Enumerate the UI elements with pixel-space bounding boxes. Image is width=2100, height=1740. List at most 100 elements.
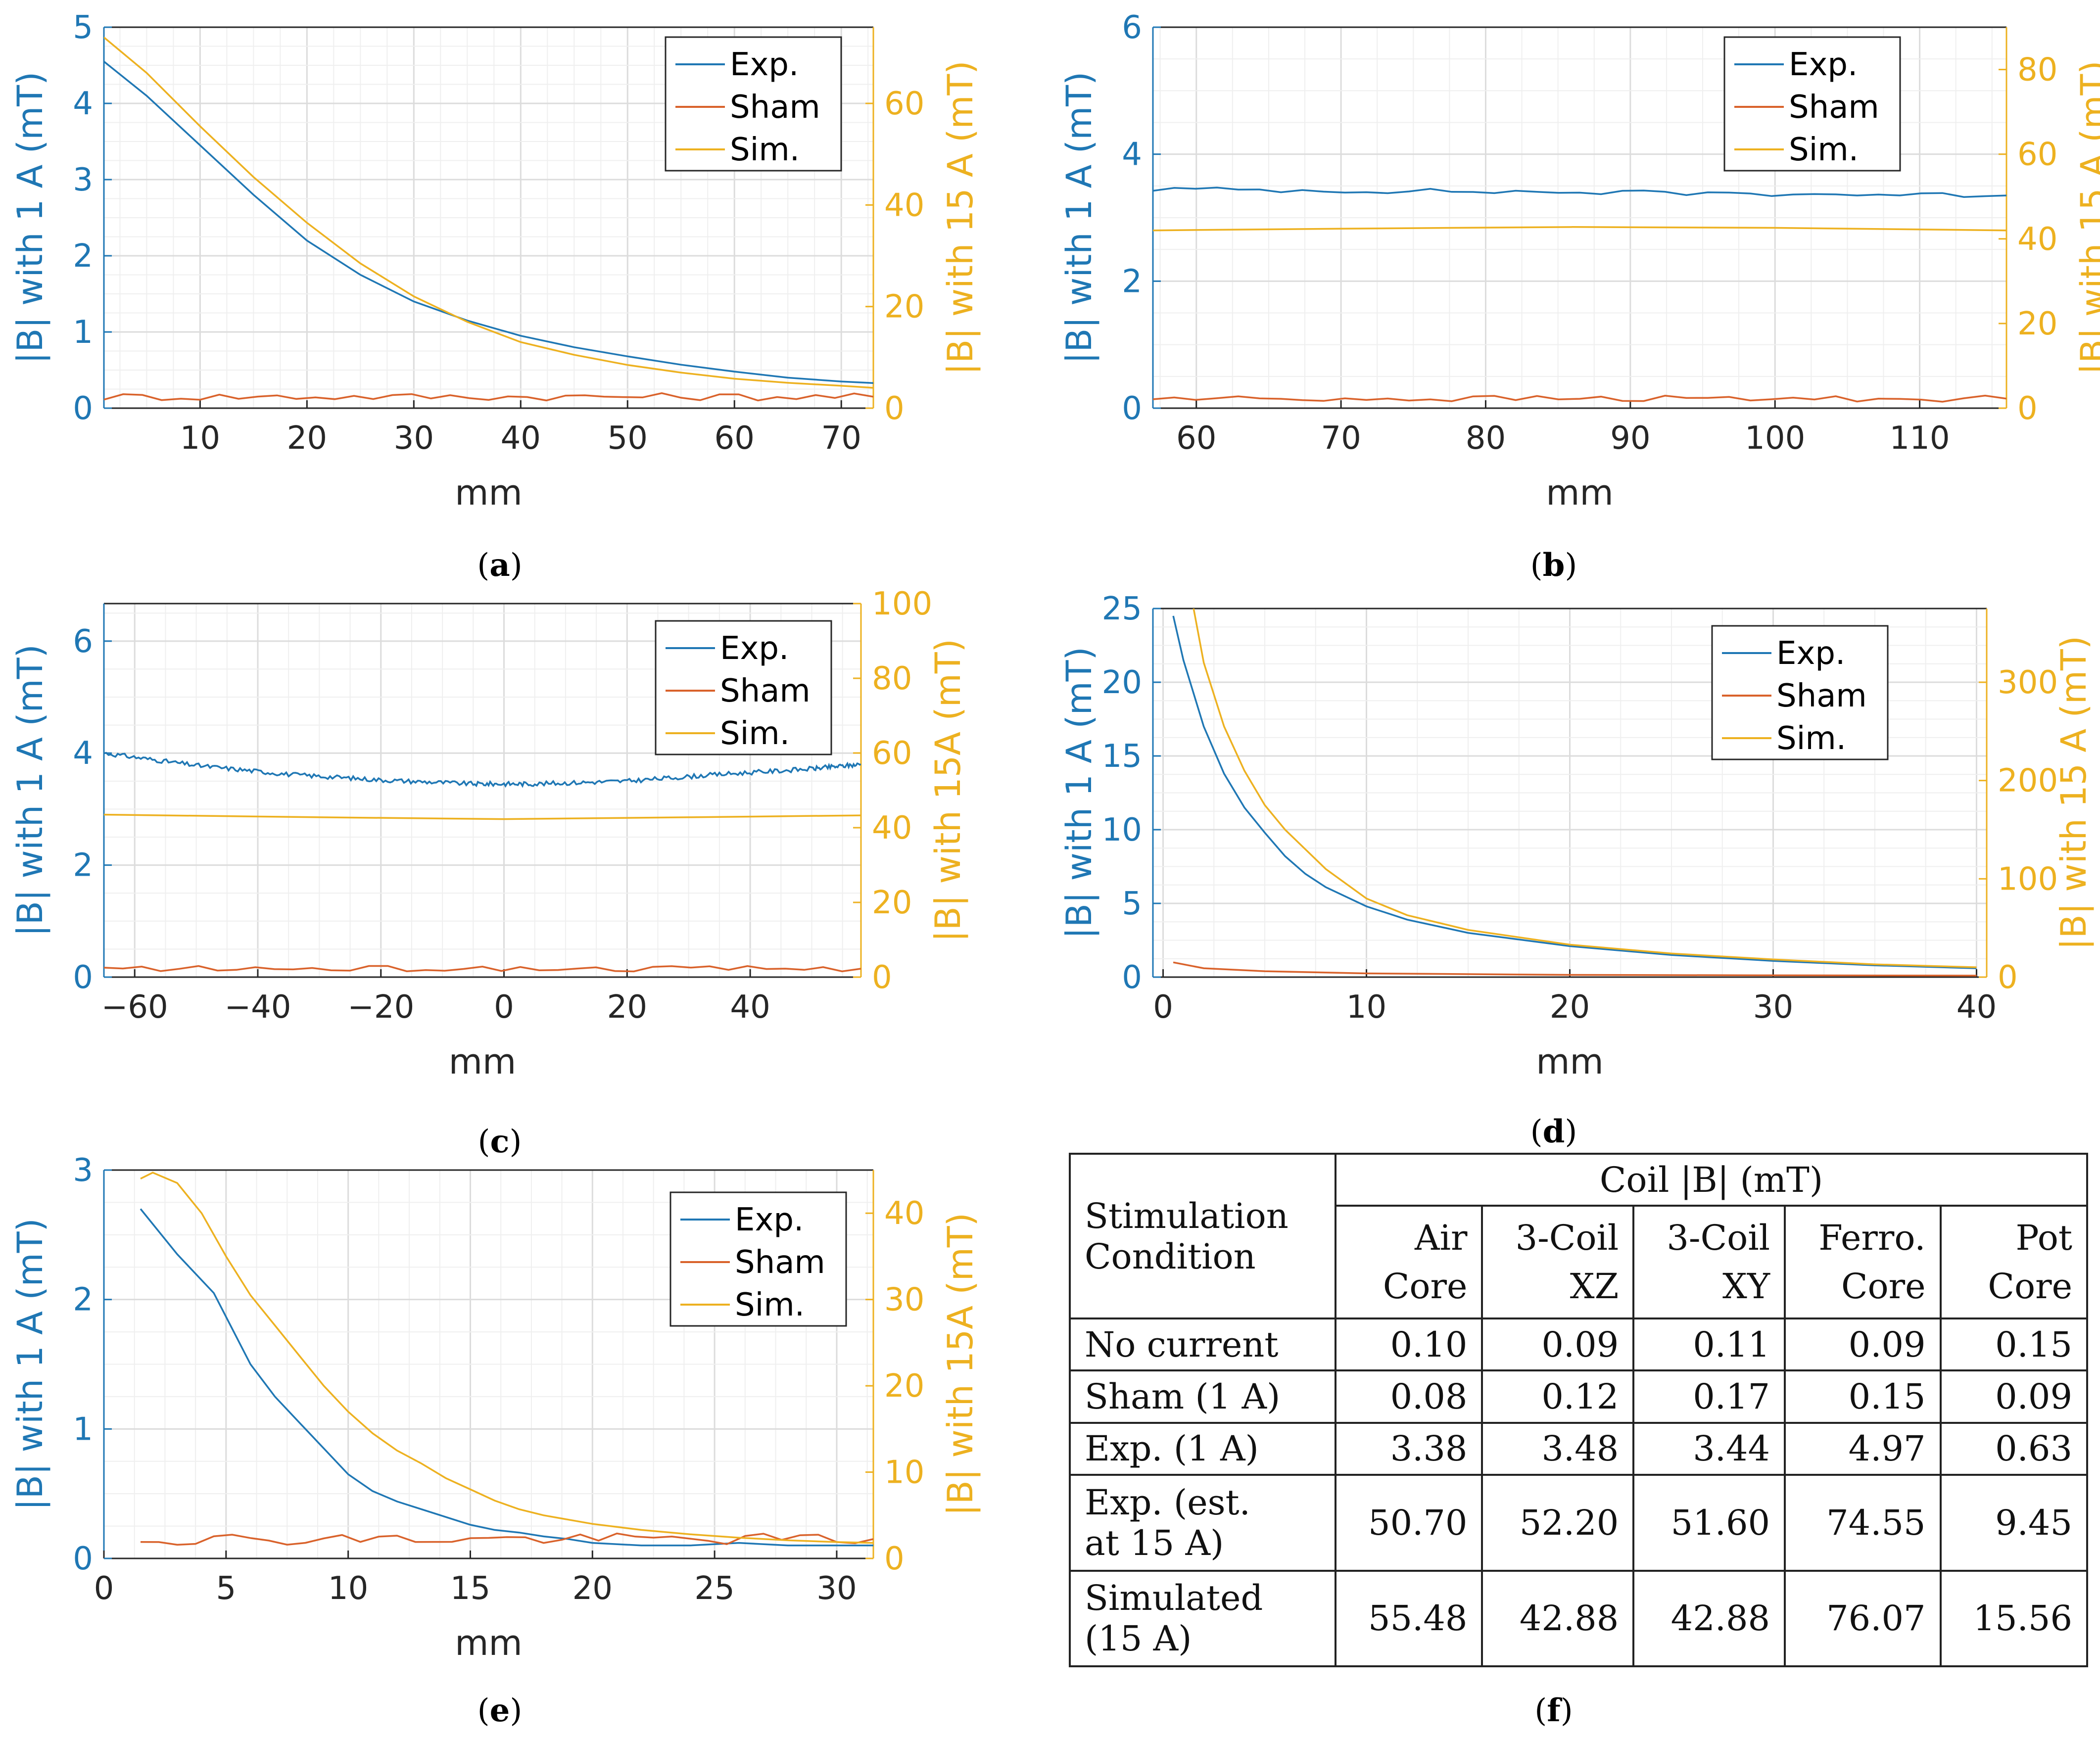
series-line-sim	[104, 813, 861, 820]
table-cell: 0.15	[1784, 1369, 1942, 1424]
y-right-tick-label: 100	[872, 586, 932, 622]
y-left-tick-label: 20	[1102, 664, 1142, 701]
chart-panel-e: 0 5 10 15 20 25 30 0 1 2 3 0 10 20 30 40 mm |B| with 1 A …	[0, 1148, 1039, 1692]
series-line-sham	[1153, 394, 2006, 403]
y-right-tick-label: 80	[2017, 52, 2057, 89]
table-cell: 0.63	[1939, 1421, 2089, 1476]
series-line-exp	[104, 752, 861, 788]
legend-label: Exp.	[735, 1202, 804, 1238]
series-line-sim	[104, 37, 873, 389]
caption-e: (e)	[477, 1692, 523, 1729]
x-tick-label: 40	[501, 420, 541, 457]
column-header-line-1: Ferro.	[1818, 1218, 1926, 1259]
legend-label: Sim.	[730, 132, 800, 168]
table-row: Exp. (1 A) 3.38 3.48 3.44 4.97 0.63	[1068, 1421, 2089, 1476]
y-right-tick-label: 300	[1998, 664, 2058, 701]
y-axis-right-label: |B| with 15 A (mT)	[940, 60, 981, 375]
table-cell: 4.97	[1784, 1421, 1942, 1476]
table-cell: 74.55	[1784, 1474, 1942, 1572]
y-left-tick-label: 4	[1122, 137, 1142, 173]
x-tick-label: 60	[1176, 420, 1216, 457]
x-tick-label: 15	[450, 1570, 490, 1607]
y-right-tick-label: 80	[872, 660, 912, 697]
x-axis-label: mm	[455, 472, 522, 513]
column-header: Air Core	[1335, 1205, 1483, 1320]
y-right-tick-label: 30	[884, 1282, 924, 1318]
x-tick-label: 20	[287, 420, 327, 457]
x-axis-label: mm	[455, 1623, 522, 1663]
x-tick-label: 20	[607, 989, 647, 1026]
series-group	[104, 37, 873, 402]
y-axis-right-label: |B| with 15A (mT)	[940, 1213, 981, 1516]
table-row: Sham (1 A) 0.08 0.12 0.17 0.15 0.09	[1068, 1369, 2089, 1424]
series-line-sham	[104, 965, 861, 973]
y-left-tick-label: 6	[73, 623, 93, 660]
y-left-tick-label: 0	[1122, 959, 1142, 996]
caption-b: (b)	[1530, 547, 1577, 584]
table-row: Simulated (15 A) 55.48 42.88 42.88 76.07 …	[1068, 1569, 2089, 1668]
row-label: Exp. (1 A)	[1068, 1421, 1337, 1476]
table-cell: 42.88	[1481, 1569, 1635, 1668]
column-header-line-2: Core	[1841, 1266, 1926, 1307]
y-axis-left-label: |B| with 1 A (mT)	[1059, 647, 1099, 939]
table-cell: 9.45	[1939, 1474, 2089, 1572]
caption-f: (f)	[1534, 1692, 1573, 1729]
column-header-line-1: Air	[1415, 1218, 1468, 1259]
x-tick-label: 0	[1153, 989, 1173, 1026]
x-tick-label: 20	[1550, 989, 1590, 1026]
y-axis-left-label: |B| with 1 A (mT)	[10, 644, 50, 937]
table-cell: 42.88	[1632, 1569, 1786, 1668]
table-cell: 0.12	[1481, 1369, 1635, 1424]
table-cell: 55.48	[1335, 1569, 1483, 1668]
y-left-tick-label: 5	[73, 9, 93, 46]
y-left-tick-label: 25	[1102, 591, 1142, 627]
legend-label: Sham	[1789, 89, 1879, 126]
y-right-tick-label: 200	[1998, 763, 2058, 799]
x-tick-label: 40	[1957, 989, 1997, 1026]
x-axis-label: mm	[1546, 472, 1613, 513]
table-cell: 3.38	[1335, 1421, 1483, 1476]
y-left-tick-label: 0	[73, 390, 93, 427]
y-left-tick-label: 2	[1122, 263, 1142, 300]
y-left-tick-label: 2	[73, 1282, 93, 1318]
y-right-tick-label: 60	[872, 735, 912, 772]
row-header-line-2: Condition	[1085, 1236, 1256, 1277]
group-header-cell: Coil |B| (mT)	[1335, 1152, 2088, 1207]
column-header: Ferro. Core	[1784, 1205, 1942, 1320]
x-tick-label: 70	[821, 420, 861, 457]
y-left-tick-label: 15	[1102, 738, 1142, 775]
x-tick-label: 70	[1321, 420, 1361, 457]
legend-label: Sim.	[735, 1287, 805, 1323]
series-group	[1153, 187, 2006, 403]
column-header-line-2: Core	[1383, 1266, 1468, 1307]
legend-label: Sham	[1776, 678, 1867, 714]
row-header-cell: Stimulation Condition	[1068, 1152, 1337, 1320]
y-right-tick-label: 0	[872, 959, 892, 996]
series-line-exp	[1172, 615, 1977, 969]
table-cell: 0.10	[1335, 1317, 1483, 1372]
x-tick-label: 20	[573, 1570, 613, 1607]
y-right-tick-label: 0	[2017, 390, 2038, 427]
table-cell: 50.70	[1335, 1474, 1483, 1572]
x-tick-label: 25	[694, 1570, 734, 1607]
column-header-row: Air Core 3-Coil XZ 3-Coil XY Ferro. Core Pot…	[1070, 1205, 2089, 1320]
x-tick-label: −60	[101, 989, 168, 1026]
y-axis-right-label: |B| with 15 A (mT)	[2073, 60, 2100, 375]
y-right-tick-label: 100	[1998, 861, 2058, 897]
y-left-tick-label: 1	[73, 314, 93, 351]
y-right-tick-label: 20	[884, 1368, 924, 1405]
y-right-tick-label: 0	[1998, 959, 2018, 996]
series-group	[104, 752, 861, 973]
x-tick-label: 10	[328, 1570, 368, 1607]
x-tick-label: 30	[1753, 989, 1793, 1026]
y-left-tick-label: 0	[73, 959, 93, 996]
legend-label: Sim.	[1776, 720, 1846, 757]
y-left-tick-label: 1	[73, 1411, 93, 1448]
table-row: Exp. (est. at 15 A) 50.70 52.20 51.60 74.…	[1068, 1474, 2089, 1572]
chart-panel-c: −60 −40 −20 0 20 40 0 2 4 6 0 20 40 60 80 100 mm |B| with…	[0, 579, 1039, 1133]
y-axis-right-label: |B| with 15 A (mT)	[2053, 636, 2094, 950]
